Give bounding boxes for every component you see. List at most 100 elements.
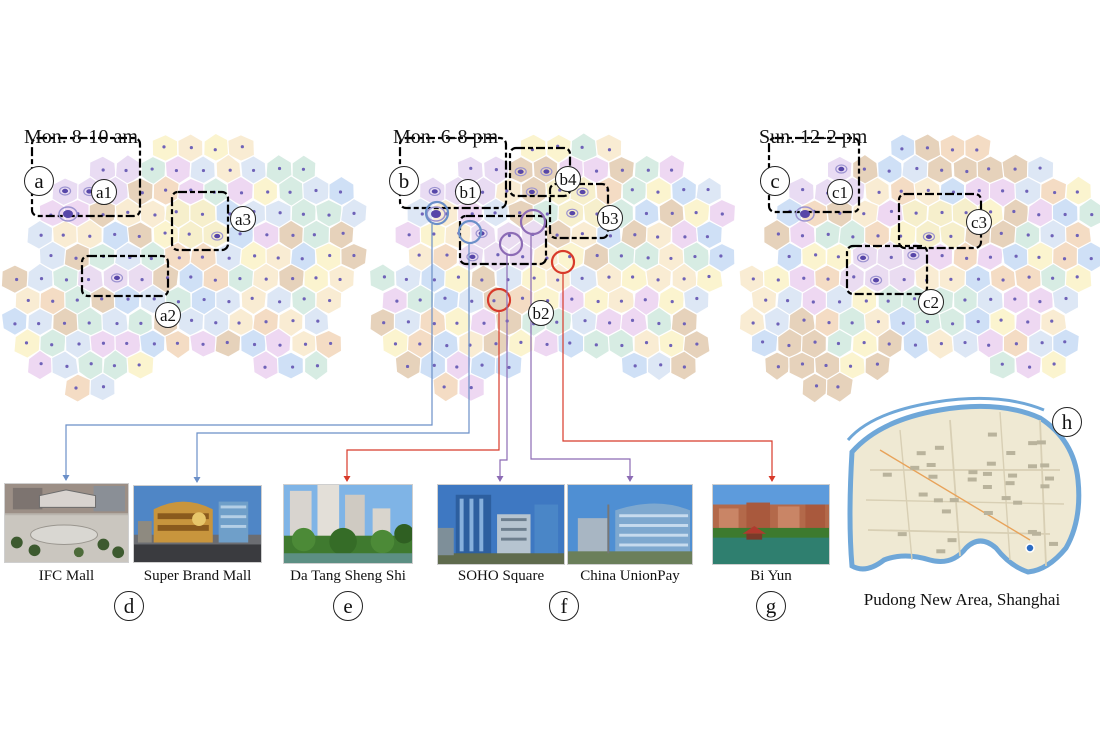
hotspot-dot [682,188,686,192]
hotspot-dot [838,166,845,172]
hotspot-dot [963,298,967,302]
hotspot-dot [851,235,855,239]
hotspot-dot [517,169,524,174]
hotspot-dot [176,300,181,304]
hotspot-dot [418,298,422,302]
hotspot-dot [1012,209,1016,214]
hotspot-dot [1001,278,1005,282]
cluster-a2-label: a2 [155,302,181,328]
hotspot-dot [657,321,661,326]
hotspot-dot [630,188,634,192]
hotspot-dot [579,189,586,195]
hotspot-dot [152,297,156,301]
group-f-label: f [549,591,579,621]
hotspot-ring [795,206,815,222]
hotspot-dot [813,340,817,344]
hotspot-dot [1063,340,1067,344]
hotspot-dot [988,210,993,214]
hex-cell [252,175,279,208]
photo-bi-yun [712,484,830,565]
hotspot-dot [570,297,574,301]
cluster-a1-label: a1 [91,179,117,205]
panel-h-label: h [1052,407,1082,437]
hotspot-ring [110,273,124,283]
hotspot-dot [776,278,780,282]
hotspot-dot [77,342,81,346]
hotspot-dot [153,213,157,217]
group-g-label: g [756,591,786,621]
map-label-mark [949,498,959,503]
hotspot-dot [62,321,67,325]
map-label-mark [926,462,936,467]
map-label-mark [987,432,997,437]
map-label-mark [983,510,993,515]
hotspot-dot [693,254,697,259]
hotspot-dot [163,231,167,235]
hotspot-dot [764,298,768,302]
map-label-mark [1005,481,1015,486]
hotspot-dot [965,256,969,260]
photo-da-tang-sheng-shi [283,484,413,564]
hotspot-dot [568,341,572,345]
location-map-caption: Pudong New Area, Shanghai [863,590,1061,609]
hex-cell [1014,263,1042,294]
hotspot-dot [89,362,93,366]
hotspot-dot [214,233,221,239]
hotspot-dot [101,168,105,172]
hotspot-dot [1062,257,1067,261]
hotspot-dot [644,211,649,216]
panel-c-title: Sun. 12-2 pm [759,126,868,148]
hotspot-dot [1075,190,1079,194]
hex-cell [50,350,80,380]
hotspot-dot [543,169,550,174]
caption-ifc-mall: IFC Mall [38,568,95,584]
hotspot-dot [480,190,485,194]
hotspot-dot [418,342,422,346]
hotspot-dot [999,231,1003,235]
hotspot-dot [480,278,484,282]
map-label-mark [934,445,944,450]
hotspot-ring [58,206,78,222]
hotspot-dot [545,342,549,347]
hotspot-dot [227,300,231,304]
cluster-c2-label: c2 [918,289,944,315]
hotspot-dot [656,235,660,239]
cluster-b3-label: b3 [597,205,623,231]
hotspot-dot [251,168,256,173]
hotspot-dot [862,340,866,345]
hex-cell [26,262,54,293]
hotspot-dot [940,254,944,258]
hotspot-dot [62,188,69,194]
hotspot-dot [694,211,698,215]
hotspot-dot [470,299,474,303]
map-label-mark [982,484,992,489]
hotspot-dot [620,168,624,172]
connector-da-tang-sheng-shi [346,311,500,481]
map-road [879,449,1031,541]
hotspot-dot [814,253,818,257]
hotspot-dot [887,169,891,173]
hotspot-dot [760,340,765,344]
hotspot-dot [164,188,168,192]
hotspot-dot [1025,189,1029,193]
hotspot-dot [86,189,93,194]
hotspot-dot [266,190,270,194]
hotspot-dot [303,342,308,346]
hotspot-dot [26,298,30,303]
hotspot-dot [314,276,318,280]
hex-cell [1014,350,1043,380]
hotspot-dot [277,166,282,171]
hex-cell [1078,197,1100,229]
hotspot-dot [695,342,699,346]
hotspot-dot [126,297,130,301]
hotspot-dot [137,234,141,239]
hotspot-dot [528,189,535,195]
hotspot-dot [162,145,166,149]
hotspot-dot [238,276,242,281]
hotspot-dot [802,276,806,280]
map-label-mark [967,477,977,482]
hotspot-dot [669,343,673,348]
hotspot-dot [432,363,436,367]
hotspot-dot [39,233,43,237]
hotspot-dot [707,274,711,279]
